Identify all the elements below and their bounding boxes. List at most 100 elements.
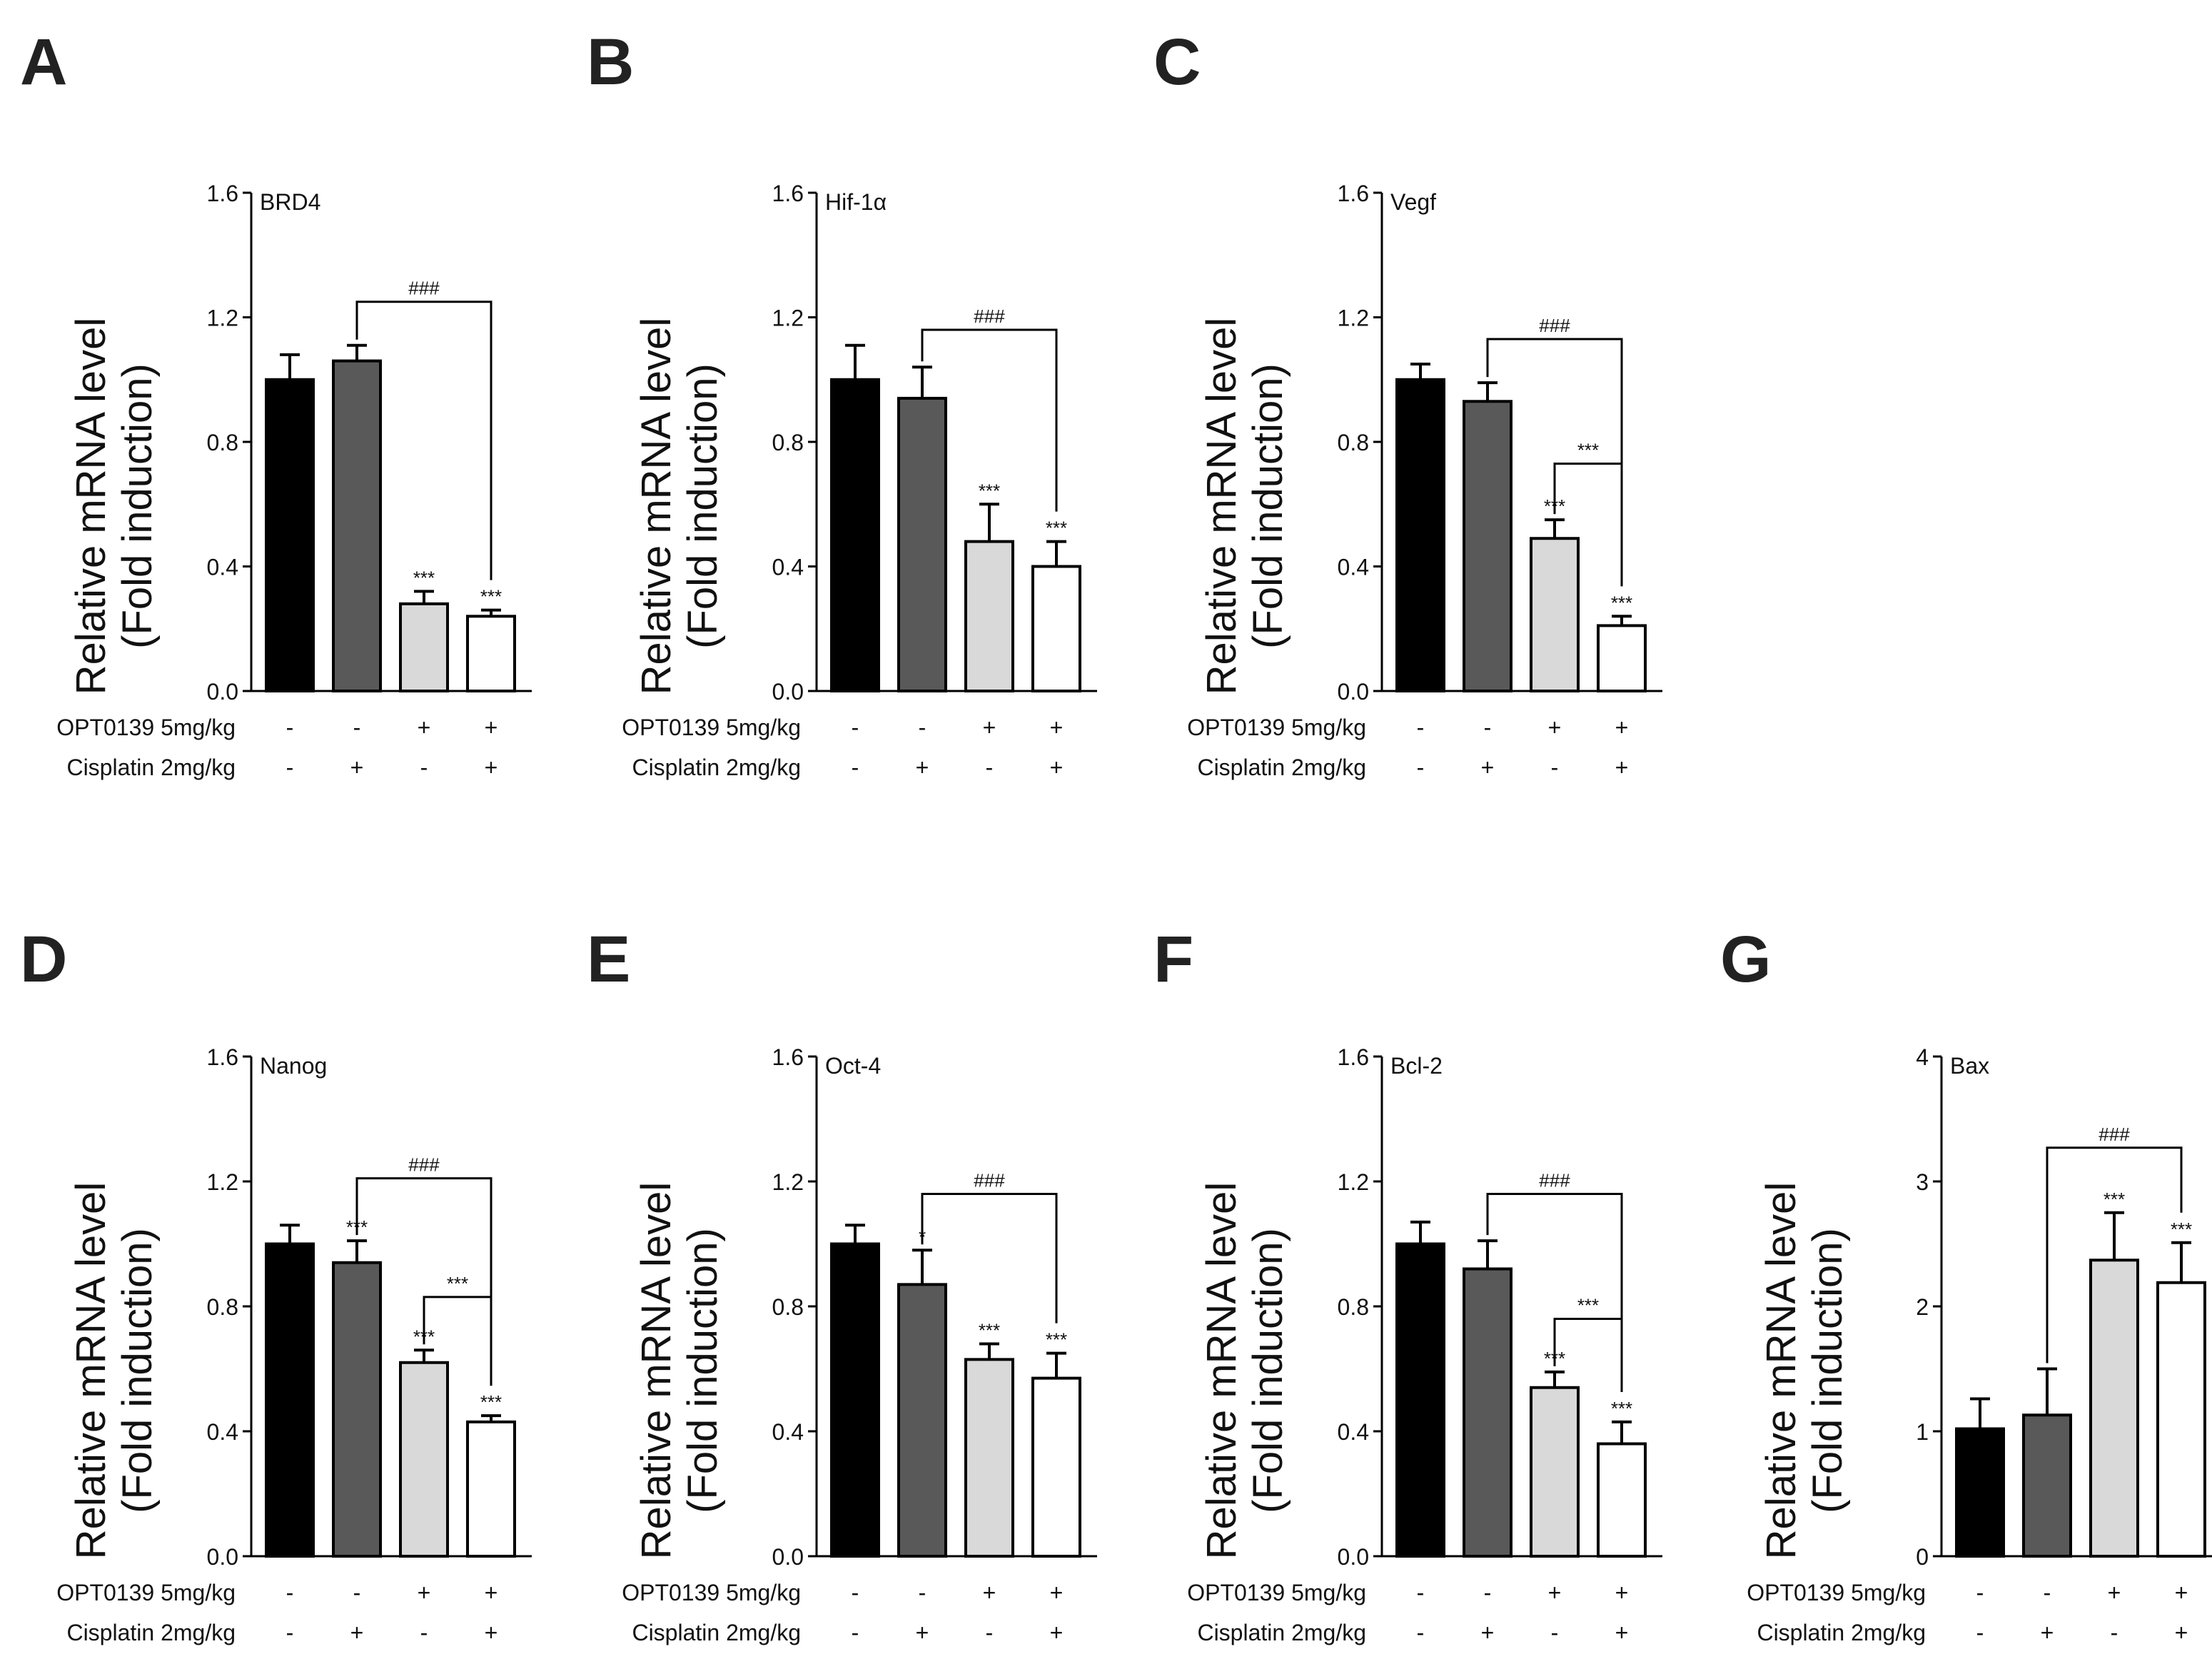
condition-sign: + bbox=[485, 1620, 498, 1645]
bar bbox=[1395, 378, 1445, 692]
panel-a: A Relative mRNA level (Fold induction) 0.0 0… bbox=[20, 26, 532, 780]
panel-f: F Relative mRNA level (Fold induction) 0.0 0… bbox=[1153, 923, 1662, 1645]
comparison-bracket bbox=[355, 1177, 493, 1386]
y-axis-sublabel: (Fold induction) bbox=[680, 1228, 726, 1513]
chart-title: Vegf bbox=[1390, 189, 1436, 215]
bracket-label: ### bbox=[1539, 1170, 1570, 1191]
bracket-label: *** bbox=[447, 1273, 468, 1294]
y-axis-label: Relative mRNA level bbox=[1198, 1182, 1245, 1560]
y-tick-label: 0.4 bbox=[772, 555, 804, 580]
condition-sign: + bbox=[1615, 1580, 1629, 1605]
y-tick-label: 1.6 bbox=[207, 181, 238, 206]
bar bbox=[830, 1242, 880, 1558]
condition-sign: - bbox=[986, 1620, 994, 1645]
condition-row-label: OPT0139 5mg/kg bbox=[622, 1580, 801, 1605]
condition-sign: - bbox=[852, 1580, 859, 1605]
condition-sign: + bbox=[418, 1580, 431, 1605]
condition-sign: - bbox=[286, 1580, 294, 1605]
condition-row-label: OPT0139 5mg/kg bbox=[56, 715, 236, 740]
panel-b: B Relative mRNA level (Fold induction) 0.0 0… bbox=[587, 26, 1097, 780]
condition-sign: - bbox=[1551, 755, 1559, 780]
condition-sign: + bbox=[983, 715, 996, 740]
bar bbox=[964, 1358, 1014, 1558]
bracket-label: ### bbox=[408, 1154, 440, 1176]
condition-sign: - bbox=[1976, 1620, 1984, 1645]
condition-sign: - bbox=[286, 715, 294, 740]
condition-sign: + bbox=[485, 1580, 498, 1605]
condition-sign: + bbox=[1615, 1620, 1629, 1645]
y-tick-label: 0.0 bbox=[1338, 1544, 1369, 1570]
bracket-label: ### bbox=[974, 306, 1005, 327]
panel-c: C Relative mRNA level (Fold induction) 0.0 0… bbox=[1153, 26, 1662, 780]
condition-sign: + bbox=[916, 1620, 929, 1645]
condition-sign: + bbox=[1050, 1580, 1064, 1605]
bar bbox=[2022, 1413, 2072, 1558]
y-axis-sublabel: (Fold induction) bbox=[114, 363, 161, 649]
y-axis-sublabel: (Fold induction) bbox=[1245, 1228, 1291, 1513]
condition-sign: + bbox=[350, 755, 364, 780]
condition-sign: - bbox=[1417, 1620, 1425, 1645]
condition-row-label: Cisplatin 2mg/kg bbox=[632, 755, 801, 780]
condition-sign: - bbox=[2044, 1580, 2051, 1605]
y-tick-label: 1.6 bbox=[772, 181, 804, 206]
condition-sign: + bbox=[1481, 1620, 1495, 1645]
comparison-bracket bbox=[921, 328, 1058, 512]
y-tick-label: 1.6 bbox=[772, 1044, 804, 1070]
y-tick-label: 1.2 bbox=[772, 1169, 804, 1195]
condition-sign: - bbox=[286, 1620, 294, 1645]
y-axis-sublabel: (Fold induction) bbox=[114, 1228, 161, 1513]
condition-sign: + bbox=[1548, 715, 1562, 740]
condition-sign: + bbox=[1615, 755, 1629, 780]
bar bbox=[1463, 400, 1512, 692]
chart-title: BRD4 bbox=[260, 189, 320, 215]
condition-sign: + bbox=[1548, 1580, 1562, 1605]
condition-sign: + bbox=[1050, 1620, 1064, 1645]
bar bbox=[897, 396, 947, 692]
bar bbox=[964, 540, 1014, 692]
bar bbox=[2156, 1281, 2206, 1558]
condition-row-label: Cisplatin 2mg/kg bbox=[66, 1620, 236, 1645]
y-tick-label: 2 bbox=[1916, 1294, 1929, 1320]
condition-sign: - bbox=[1417, 715, 1425, 740]
condition-sign: + bbox=[983, 1580, 996, 1605]
bar bbox=[265, 1242, 315, 1558]
condition-row-label: Cisplatin 2mg/kg bbox=[66, 755, 236, 780]
y-axis-label: Relative mRNA level bbox=[1758, 1182, 1804, 1560]
y-tick-label: 1.2 bbox=[772, 306, 804, 331]
condition-sign: - bbox=[852, 715, 859, 740]
bar bbox=[897, 1283, 947, 1558]
condition-row-label: OPT0139 5mg/kg bbox=[56, 1580, 236, 1605]
significance-label: *** bbox=[1046, 518, 1067, 539]
condition-sign: - bbox=[1484, 1580, 1492, 1605]
bar bbox=[399, 602, 449, 692]
y-axis-label: Relative mRNA level bbox=[633, 1182, 680, 1560]
comparison-bracket bbox=[423, 1296, 493, 1386]
bar bbox=[265, 378, 315, 692]
significance-label: *** bbox=[480, 1391, 502, 1413]
comparison-bracket bbox=[1553, 1318, 1623, 1392]
condition-row-label: Cisplatin 2mg/kg bbox=[1197, 755, 1366, 780]
bar bbox=[1031, 1376, 1081, 1558]
y-tick-label: 0.4 bbox=[772, 1419, 804, 1445]
condition-sign: - bbox=[986, 755, 994, 780]
condition-sign: - bbox=[420, 755, 428, 780]
condition-sign: + bbox=[1050, 755, 1064, 780]
panel-letter: G bbox=[1720, 923, 1772, 996]
y-tick-label: 0.8 bbox=[1338, 430, 1369, 455]
y-axis-sublabel: (Fold induction) bbox=[1245, 363, 1291, 649]
significance-label: *** bbox=[1611, 1398, 1632, 1419]
bar bbox=[1031, 565, 1081, 692]
condition-row-label: OPT0139 5mg/kg bbox=[1187, 715, 1366, 740]
condition-sign: + bbox=[418, 715, 431, 740]
condition-sign: + bbox=[2175, 1580, 2188, 1605]
condition-row-label: Cisplatin 2mg/kg bbox=[1757, 1620, 1926, 1645]
chart-title: Hif-1α bbox=[825, 189, 887, 215]
bar bbox=[332, 359, 382, 692]
condition-sign: - bbox=[919, 715, 926, 740]
condition-sign: - bbox=[1551, 1620, 1559, 1645]
condition-sign: - bbox=[353, 1580, 361, 1605]
y-tick-label: 0.0 bbox=[207, 1544, 238, 1570]
condition-sign: + bbox=[1615, 715, 1629, 740]
condition-row-label: OPT0139 5mg/kg bbox=[622, 715, 801, 740]
y-tick-label: 0.0 bbox=[772, 679, 804, 705]
